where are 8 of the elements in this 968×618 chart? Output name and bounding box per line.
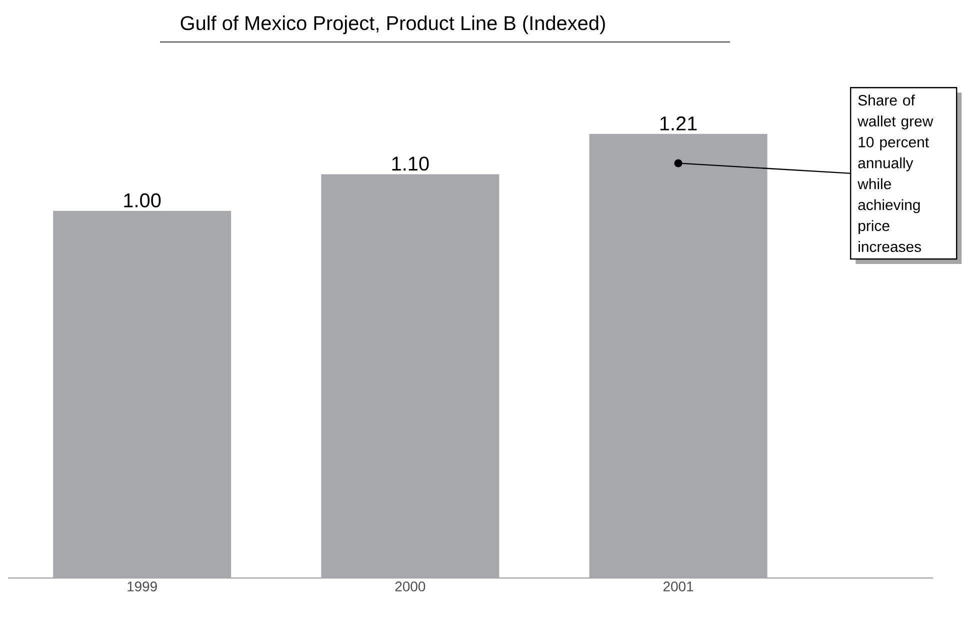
data-label: 1.00 <box>124 193 161 208</box>
x-tick-label: 2000 <box>395 582 426 592</box>
data-label: 1.21 <box>660 116 697 130</box>
x-tick-label: 1999 <box>128 582 157 592</box>
chart-title: Gulf of Mexico Project, Product Line B (Indexed) <box>180 16 605 34</box>
annotation: Share of wallet grew 10 percent annually while achieving price increases <box>858 94 934 252</box>
data-label: 1.10 <box>392 156 429 171</box>
x-tick-label: 2001 <box>663 582 694 592</box>
